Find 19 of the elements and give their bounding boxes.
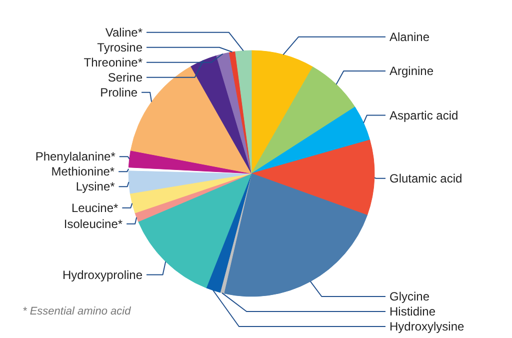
slice-label: Threonine* (84, 55, 143, 70)
slice-label: Glycine (390, 290, 430, 304)
slice-label: Arginine (390, 64, 434, 78)
slice-label: Hydroxyproline (62, 268, 143, 282)
slice-label: Lysine* (76, 180, 116, 194)
slice-label: Leucine* (71, 200, 119, 215)
slice-label: Isoleucine* (64, 216, 123, 231)
slice-label: Valine* (105, 25, 143, 40)
slice-label: Tyrosine (97, 40, 143, 54)
text: * Essential amino acid (22, 306, 132, 318)
slice-label: Hydroxylysine (390, 320, 465, 334)
slice-label: Phenylalanine* (35, 150, 116, 164)
slice-label: Proline (100, 85, 138, 100)
slice-label: Serine (108, 70, 143, 84)
slice-label: Aspartic acid (390, 108, 458, 122)
slice-label: Methionine* (51, 164, 115, 179)
slice-label: Alanine (390, 30, 430, 44)
slice-label: Histidine (390, 304, 436, 318)
slice-label: Glutamic acid (390, 171, 462, 186)
